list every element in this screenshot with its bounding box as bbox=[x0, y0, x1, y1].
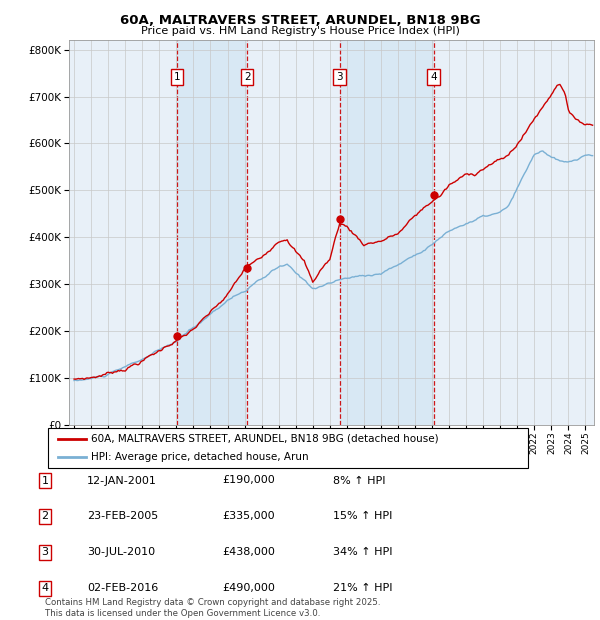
Text: £335,000: £335,000 bbox=[222, 512, 275, 521]
Text: 1: 1 bbox=[41, 476, 49, 485]
Text: 4: 4 bbox=[430, 72, 437, 82]
Text: HPI: Average price, detached house, Arun: HPI: Average price, detached house, Arun bbox=[91, 452, 309, 463]
Text: 60A, MALTRAVERS STREET, ARUNDEL, BN18 9BG: 60A, MALTRAVERS STREET, ARUNDEL, BN18 9B… bbox=[119, 14, 481, 27]
Bar bbox=[340, 40, 434, 425]
Bar bbox=[177, 40, 247, 425]
Text: £190,000: £190,000 bbox=[222, 476, 275, 485]
Text: 12-JAN-2001: 12-JAN-2001 bbox=[87, 476, 157, 485]
Text: 23-FEB-2005: 23-FEB-2005 bbox=[87, 512, 158, 521]
Text: 4: 4 bbox=[41, 583, 49, 593]
Text: 02-FEB-2016: 02-FEB-2016 bbox=[87, 583, 158, 593]
Text: 1: 1 bbox=[174, 72, 181, 82]
Text: 30-JUL-2010: 30-JUL-2010 bbox=[87, 547, 155, 557]
Text: 2: 2 bbox=[41, 512, 49, 521]
Text: 15% ↑ HPI: 15% ↑ HPI bbox=[333, 512, 392, 521]
Text: 34% ↑ HPI: 34% ↑ HPI bbox=[333, 547, 392, 557]
Text: £490,000: £490,000 bbox=[222, 583, 275, 593]
Text: 3: 3 bbox=[337, 72, 343, 82]
Text: £438,000: £438,000 bbox=[222, 547, 275, 557]
Text: 3: 3 bbox=[41, 547, 49, 557]
Text: Contains HM Land Registry data © Crown copyright and database right 2025.
This d: Contains HM Land Registry data © Crown c… bbox=[45, 598, 380, 618]
Text: 8% ↑ HPI: 8% ↑ HPI bbox=[333, 476, 386, 485]
Text: 60A, MALTRAVERS STREET, ARUNDEL, BN18 9BG (detached house): 60A, MALTRAVERS STREET, ARUNDEL, BN18 9B… bbox=[91, 433, 439, 444]
Text: 2: 2 bbox=[244, 72, 250, 82]
Text: Price paid vs. HM Land Registry's House Price Index (HPI): Price paid vs. HM Land Registry's House … bbox=[140, 26, 460, 36]
Text: 21% ↑ HPI: 21% ↑ HPI bbox=[333, 583, 392, 593]
